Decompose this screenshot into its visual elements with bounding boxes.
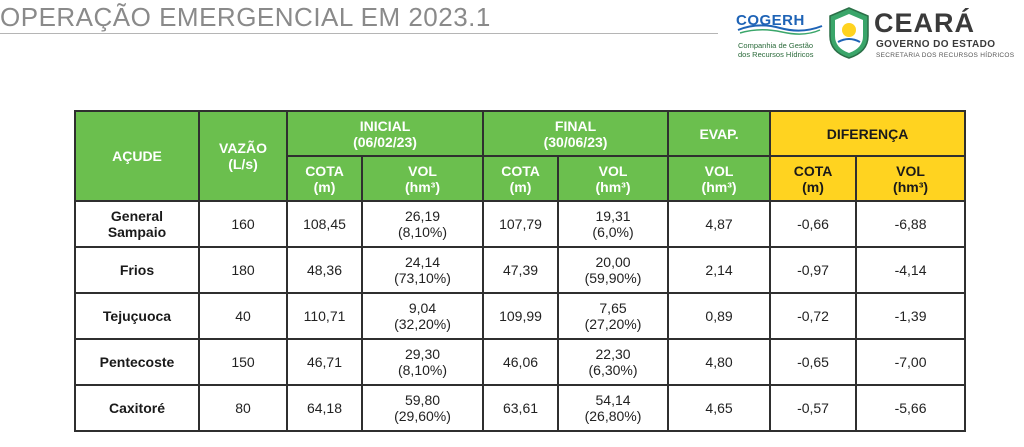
- vazao-cell: 80: [198, 384, 288, 432]
- header-vazao: VAZÃO (L/s): [198, 110, 288, 202]
- table-row: Caxitoré 80 64,18 59,80 (29,60%) 63,61 54…: [74, 384, 967, 432]
- acude-name: Tejuçuoca: [74, 292, 200, 340]
- final-cota-cell: 46,06: [482, 338, 560, 386]
- final-vol-cell: 22,30 (6,30%): [557, 338, 670, 386]
- final-cota-cell: 107,79: [482, 200, 560, 248]
- header-row-top: AÇUDE VAZÃO (L/s) INICIAL (06/02/23) FIN…: [74, 110, 967, 202]
- inicial-vol-cell: 29,30 (8,10%): [360, 338, 485, 386]
- dif-cota-cell: -0,66: [769, 200, 858, 248]
- acude-name: General Sampaio: [74, 200, 200, 248]
- cogerh-line1: Companhia de Gestão: [738, 41, 814, 50]
- dif-vol-cell: -7,00: [855, 338, 967, 386]
- cogerh-logo: COGERH Companhia de Gestão dos Recursos …: [736, 8, 826, 62]
- inicial-cota-cell: 108,45: [286, 200, 363, 248]
- header-final: FINAL (30/06/23): [482, 110, 670, 157]
- header-evap-vol: VOL (hm³): [667, 155, 772, 202]
- reservoir-table: AÇUDE VAZÃO (L/s) INICIAL (06/02/23) FIN…: [74, 110, 967, 432]
- header-row-sub: COTA (m) VOL (hm³) COTA (m) VOL (hm³) VOL (hm…: [75, 155, 967, 202]
- inicial-cota-cell: 64,18: [286, 384, 363, 432]
- final-cota-cell: 109,99: [482, 292, 560, 340]
- ceara-seal-icon: [829, 7, 869, 59]
- dif-vol-cell: -1,39: [855, 292, 967, 340]
- vazao-cell: 180: [198, 246, 288, 294]
- inicial-cota-cell: 46,71: [286, 338, 363, 386]
- dif-cota-cell: -0,65: [769, 338, 858, 386]
- cogerh-wave-icon: [737, 24, 823, 35]
- evap-cell: 2,14: [667, 246, 772, 294]
- header-evap: EVAP.: [667, 110, 772, 157]
- final-cota-cell: 63,61: [482, 384, 560, 432]
- inicial-cota-cell: 110,71: [286, 292, 363, 340]
- header-inicial-cota: COTA (m): [286, 155, 363, 202]
- header-inicial-vol: VOL (hm³): [360, 155, 485, 202]
- table-row: General Sampaio 160 108,45 26,19 (8,10%) 1…: [74, 200, 967, 248]
- header-final-vol: VOL (hm³): [557, 155, 670, 202]
- table-row: Pentecoste 150 46,71 29,30 (8,10%) 46,06 …: [74, 338, 967, 386]
- acude-name: Frios: [74, 246, 200, 294]
- dif-cota-cell: -0,72: [769, 292, 858, 340]
- ceara-logo: CEARÁ GOVERNO DO ESTADO SECRETARIA DOS R…: [826, 6, 1022, 62]
- vazao-cell: 160: [198, 200, 288, 248]
- dif-vol-cell: -6,88: [855, 200, 967, 248]
- inicial-vol-cell: 59,80 (29,60%): [360, 384, 485, 432]
- header-inicial: INICIAL (06/02/23): [285, 110, 485, 157]
- inicial-vol-cell: 26,19 (8,10%): [360, 200, 485, 248]
- ceara-line2: SECRETARIA DOS RECURSOS HÍDRICOS: [876, 52, 1015, 59]
- title-divider: [0, 33, 718, 34]
- final-vol-cell: 54,14 (26,80%): [557, 384, 670, 432]
- table-row: Tejuçuoca 40 110,71 9,04 (32,20%) 109,99 …: [74, 292, 967, 340]
- page-title: OPERAÇÃO EMERGENCIAL EM 2023.1: [0, 2, 491, 32]
- ceara-name: CEARÁ: [874, 8, 976, 38]
- vazao-cell: 40: [198, 292, 288, 340]
- evap-cell: 4,87: [667, 200, 772, 248]
- evap-cell: 4,65: [667, 384, 772, 432]
- header-acude: AÇUDE: [74, 110, 200, 202]
- inicial-vol-cell: 9,04 (32,20%): [360, 292, 485, 340]
- inicial-cota-cell: 48,36: [286, 246, 363, 294]
- acude-name: Caxitoré: [74, 384, 200, 432]
- final-vol-cell: 20,00 (59,90%): [557, 246, 670, 294]
- dif-cota-cell: -0,57: [769, 384, 858, 432]
- final-vol-cell: 19,31 (6,0%): [557, 200, 670, 248]
- header-dif-cota: COTA (m): [769, 155, 858, 202]
- cogerh-name: COGERH: [736, 12, 805, 29]
- dif-cota-cell: -0,97: [769, 246, 858, 294]
- header-diferenca: DIFERENÇA: [769, 110, 967, 157]
- inicial-vol-cell: 24,14 (73,10%): [360, 246, 485, 294]
- cogerh-line2: dos Recursos Hídricos: [738, 50, 814, 59]
- ceara-line1: GOVERNO DO ESTADO: [876, 39, 996, 50]
- final-vol-cell: 7,65 (27,20%): [557, 292, 670, 340]
- evap-cell: 0,89: [667, 292, 772, 340]
- header-dif-vol: VOL (hm³): [855, 155, 967, 202]
- table-row: Frios 180 48,36 24,14 (73,10%) 47,39 20,0…: [74, 246, 967, 294]
- acude-name: Pentecoste: [74, 338, 200, 386]
- header-final-cota: COTA (m): [482, 155, 560, 202]
- dif-vol-cell: -5,66: [855, 384, 967, 432]
- final-cota-cell: 47,39: [482, 246, 560, 294]
- vazao-cell: 150: [198, 338, 288, 386]
- evap-cell: 4,80: [667, 338, 772, 386]
- dif-vol-cell: -4,14: [855, 246, 967, 294]
